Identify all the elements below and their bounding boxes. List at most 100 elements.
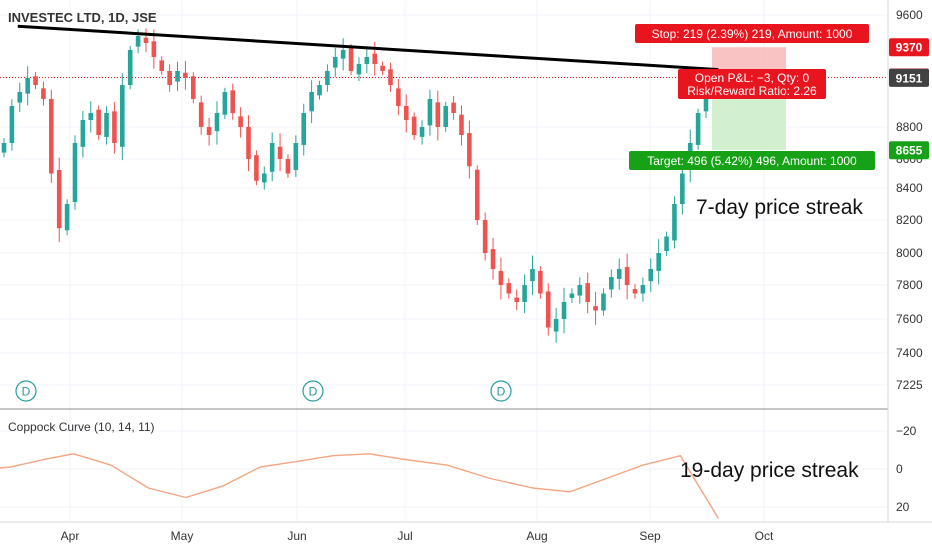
candle-body [569,293,575,298]
price-badge: 9370 [889,38,929,57]
indicator-tick-label: 0 [896,462,903,476]
candle-body [301,113,307,145]
candle-body [120,85,125,147]
candle-body [325,71,330,85]
candle-body [380,65,385,71]
candle-body [332,57,338,68]
candle-body [135,36,141,47]
streak-annotation-main: 7-day price streak [696,196,863,219]
trendline[interactable] [17,24,719,72]
streak-annotation-indicator: 19-day price streak [680,459,859,482]
position-tool[interactable]: Stop: 219 (2.39%) 219, Amount: 1000 Targ… [629,24,875,170]
dividend-marker-label: D [497,385,506,399]
candle-body [585,283,590,302]
candle-body [17,92,23,103]
time-axis[interactable]: Apr May Jun Jul Aug Sep Oct [61,529,774,543]
candle-body [601,293,606,311]
candle-body [356,64,362,75]
price-axis[interactable]: 7225740076007800800082008400860088009600 [896,8,923,392]
time-tick-label: Aug [526,529,547,543]
time-tick-label: Oct [755,529,774,543]
dividend-marker-circle [15,380,37,402]
candle-body [545,291,551,328]
candle-body [49,99,54,174]
candle-body [593,306,598,311]
candle-body [348,48,354,71]
candle-body [672,204,677,241]
candle-body [490,249,496,269]
candle-body [522,285,527,302]
dividend-marker-circle [302,380,324,402]
candle-body [435,102,441,127]
candle-body [96,109,101,135]
dividend-marker-label: D [22,385,31,399]
candle-body [277,146,283,159]
candle-body [112,111,117,143]
candle-body [317,85,322,96]
candle-body [151,41,157,57]
candle-body [72,143,78,203]
candle-body [261,173,267,183]
candle-body [474,169,480,220]
candle-body [561,302,567,319]
time-tick-label: Jun [287,529,306,543]
candle-body [459,114,464,135]
candle-body [309,92,314,112]
candle-body [609,277,614,290]
candle-body [553,319,559,332]
price-tick-label: 8400 [896,181,923,195]
candle-body [41,88,46,99]
candle-body [648,269,654,282]
price-tick-label: 7600 [896,312,923,326]
candle-body [104,113,109,137]
candle-body [467,133,472,167]
candle-body [88,113,94,120]
candle-body [33,76,38,85]
stop-label-box [635,24,869,43]
candle-body [167,71,172,85]
candle-body [9,106,15,143]
candle-body [632,289,638,294]
candle-body [64,204,70,231]
candle-body [269,143,275,172]
candle-body [198,102,204,127]
candle-body [411,116,417,135]
candle-body [56,170,62,229]
trendline-segment [17,24,719,72]
time-tick-label: Jul [397,529,412,543]
candle-body [396,88,401,106]
candle-body [443,106,449,127]
candle-body [616,269,622,279]
price-tick-label: 7400 [896,346,923,360]
candle-body [538,270,543,294]
candle-body [577,285,583,296]
time-tick-label: Sep [639,529,661,543]
price-badge-bg [889,141,929,160]
candle-body [419,127,425,137]
grid [0,0,888,522]
risk-reward-label: Risk/Reward Ratio: 2.26 [687,84,817,98]
candle-body [175,71,180,82]
candle-body [364,57,370,64]
price-tick-label: 7225 [896,378,923,392]
candle-body [656,253,661,271]
dividend-marker-circle [490,380,512,402]
price-badge-bg [889,38,929,57]
dividend-marker[interactable]: D [15,380,37,402]
price-badge-label: 8655 [896,144,923,158]
candle-body [514,297,519,302]
candle-body [159,60,165,71]
target-label-box [629,151,875,170]
candle-body [222,92,228,115]
price-tick-label: 8000 [896,246,923,260]
candle-body [191,76,196,99]
price-badge-label: 9151 [896,71,923,85]
dividend-marker[interactable]: D [302,380,324,402]
candle-body [451,102,456,113]
dividend-marker[interactable]: D [490,380,512,402]
candle-body [388,69,393,85]
indicator-axis[interactable]: −20 0 20 [896,424,917,514]
candle-body [506,283,512,294]
